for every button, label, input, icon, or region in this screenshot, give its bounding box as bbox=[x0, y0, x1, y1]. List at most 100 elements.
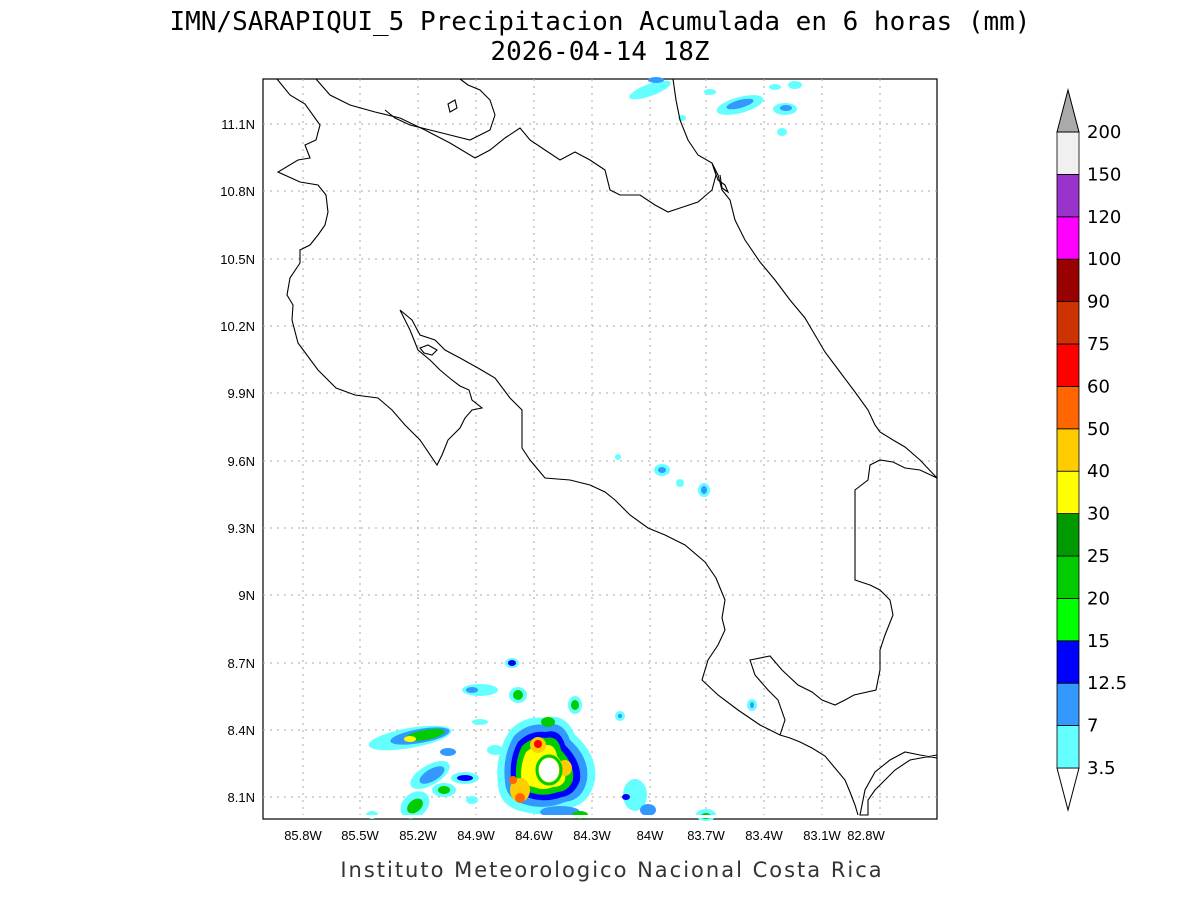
map-panel: 11.1N 10.8N 10.5N 10.2N 9.9N 9.6N 9.3N 9… bbox=[220, 77, 938, 843]
precip-cell bbox=[438, 786, 450, 794]
lat-tick-label: 8.7N bbox=[228, 656, 255, 671]
precip-cell bbox=[788, 81, 802, 89]
precip-cell bbox=[615, 454, 621, 460]
lat-tick-label: 10.8N bbox=[220, 184, 255, 199]
legend-swatch bbox=[1056, 216, 1080, 260]
coastlines bbox=[276, 78, 938, 816]
lon-tick-label: 85.2W bbox=[399, 828, 437, 843]
precip-cell bbox=[648, 77, 664, 83]
legend-level-label: 150 bbox=[1087, 164, 1121, 185]
color-legend: 3.5 7 12.5 15 20 25 30 40 50 60 75 90 100 120 150 200 bbox=[1056, 88, 1127, 812]
legend-swatch bbox=[1056, 682, 1080, 727]
legend-swatch bbox=[1056, 301, 1080, 345]
precip-cell bbox=[404, 736, 416, 742]
precip-ring bbox=[535, 754, 563, 786]
caribbean-inlet bbox=[711, 162, 730, 194]
lon-tick-label: 84.9W bbox=[457, 828, 495, 843]
legend-swatch bbox=[1056, 131, 1080, 175]
precip-hole bbox=[539, 758, 559, 782]
precip-cell bbox=[704, 89, 716, 95]
precip-cell bbox=[777, 128, 787, 136]
legend-swatch bbox=[1056, 640, 1080, 684]
legend-level-label: 90 bbox=[1087, 292, 1110, 313]
legend-level-label: 75 bbox=[1087, 334, 1110, 355]
lon-axis: 85.8W 85.5W 85.2W 84.9W 84.6W 84.3W 84W … bbox=[284, 828, 885, 843]
legend-swatch bbox=[1056, 173, 1080, 218]
precip-cell bbox=[658, 467, 666, 473]
precip-cell bbox=[622, 794, 630, 800]
precip-cell bbox=[457, 775, 473, 781]
precip-cell bbox=[780, 105, 792, 111]
legend-level-label: 40 bbox=[1087, 461, 1110, 482]
legend-level-label: 60 bbox=[1087, 376, 1110, 397]
lat-tick-label: 8.1N bbox=[228, 790, 255, 805]
legend-swatch bbox=[1056, 428, 1080, 472]
legend-swatch bbox=[1056, 343, 1080, 387]
lat-tick-label: 10.2N bbox=[220, 319, 255, 334]
lon-tick-label: 84.6W bbox=[515, 828, 553, 843]
legend-arrow-bottom bbox=[1056, 767, 1080, 812]
southern-coastline bbox=[859, 751, 938, 816]
lat-tick-label: 9.9N bbox=[228, 386, 255, 401]
precip-cell bbox=[472, 719, 488, 725]
lat-tick-label: 10.5N bbox=[220, 252, 255, 267]
legend-level-label: 100 bbox=[1087, 249, 1121, 270]
precip-cell bbox=[509, 776, 517, 784]
precip-cell bbox=[419, 766, 445, 784]
lat-tick-label: 9N bbox=[238, 588, 255, 603]
precip-cell bbox=[676, 479, 684, 487]
precip-cell bbox=[487, 745, 503, 755]
legend-level-label: 30 bbox=[1087, 504, 1110, 525]
legend-arrow-top bbox=[1056, 88, 1080, 133]
legend-swatch bbox=[1056, 385, 1080, 430]
lon-tick-label: 85.8W bbox=[284, 828, 322, 843]
footer-credit: Instituto Meteorologico Nacional Costa R… bbox=[340, 858, 883, 882]
precip-cell bbox=[541, 717, 555, 727]
gulf-coast bbox=[779, 734, 859, 816]
legend-level-label: 50 bbox=[1087, 419, 1110, 440]
lat-tick-label: 9.6N bbox=[228, 454, 255, 469]
lon-tick-label: 83.1W bbox=[803, 828, 841, 843]
legend-level-label: 12.5 bbox=[1087, 673, 1127, 694]
island bbox=[447, 99, 458, 113]
precip-cell bbox=[510, 778, 530, 802]
lon-tick-label: 83.4W bbox=[745, 828, 783, 843]
precip-cell bbox=[407, 798, 423, 814]
precip-cell bbox=[623, 779, 647, 811]
lat-tick-label: 9.3N bbox=[228, 521, 255, 536]
lon-tick-label: 85.5W bbox=[341, 828, 379, 843]
legend-level-label: 25 bbox=[1087, 546, 1110, 567]
frame-trim bbox=[264, 815, 936, 818]
precip-cell bbox=[701, 486, 707, 494]
precipitation-field bbox=[264, 77, 936, 821]
legend-level-label: 200 bbox=[1087, 122, 1121, 143]
lat-tick-label: 8.4N bbox=[228, 723, 255, 738]
precip-cell bbox=[640, 804, 656, 816]
legend-level-label: 15 bbox=[1087, 631, 1110, 652]
precip-cell bbox=[769, 84, 781, 90]
map-subtitle: 2026-04-14 18Z bbox=[490, 37, 709, 67]
precip-cell bbox=[618, 714, 622, 718]
legend-swatch bbox=[1056, 555, 1080, 599]
legend-level-label: 7 bbox=[1087, 716, 1098, 737]
precip-cell bbox=[466, 796, 478, 804]
precip-cell bbox=[571, 700, 579, 710]
legend-swatch bbox=[1056, 598, 1080, 642]
lon-tick-label: 82.8W bbox=[847, 828, 885, 843]
legend-swatch bbox=[1056, 513, 1080, 557]
precip-cell bbox=[466, 687, 478, 693]
precip-cell bbox=[750, 702, 754, 708]
legend-swatch bbox=[1056, 258, 1080, 303]
precip-cell bbox=[440, 748, 456, 756]
legend-level-label: 120 bbox=[1087, 207, 1121, 228]
precip-cell bbox=[534, 740, 542, 748]
precip-cell bbox=[726, 98, 754, 110]
island bbox=[419, 344, 438, 356]
lon-tick-label: 83.7W bbox=[687, 828, 725, 843]
legend-swatch bbox=[1056, 725, 1080, 769]
lat-tick-label: 11.1N bbox=[221, 117, 255, 132]
legend-level-label: 3.5 bbox=[1087, 758, 1116, 779]
lake-shore bbox=[384, 78, 496, 141]
precip-cell bbox=[462, 684, 498, 696]
